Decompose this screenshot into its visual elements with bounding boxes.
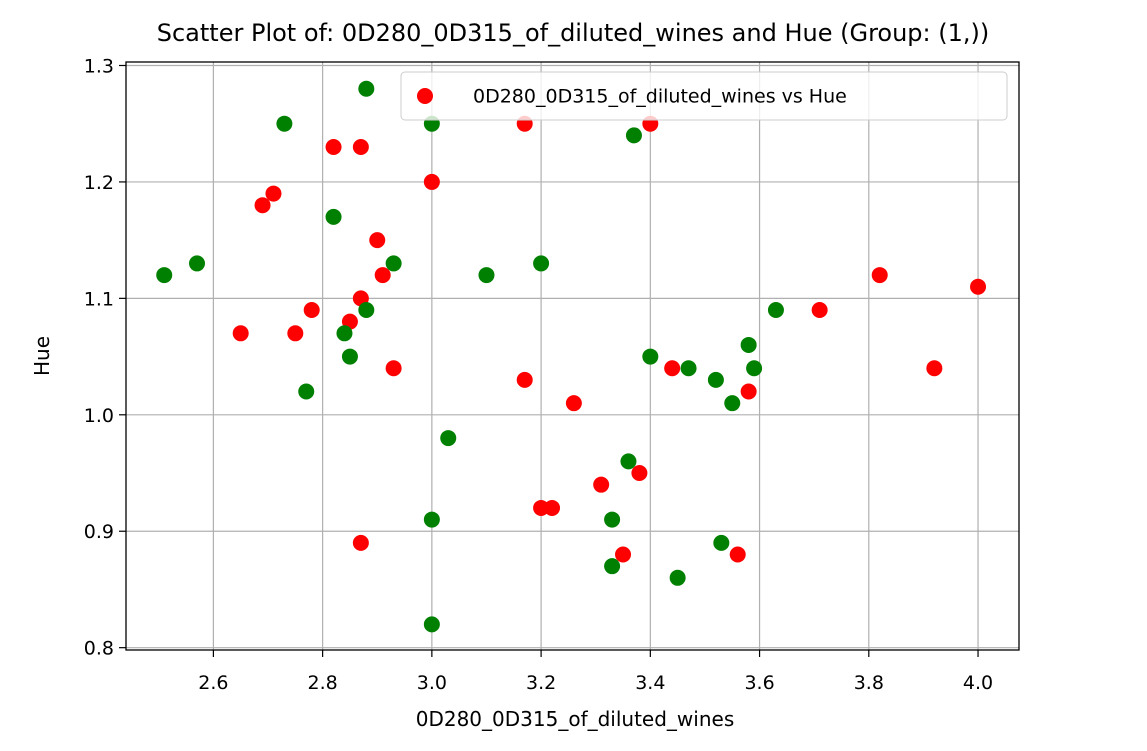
y-axis-label: Hue	[30, 336, 54, 376]
legend-box	[400, 71, 1008, 121]
data-point-green	[341, 348, 358, 365]
x-tick-label: 4.0	[963, 672, 993, 694]
data-point-green	[604, 558, 621, 575]
data-point-green	[385, 255, 402, 272]
y-tick-label: 1.2	[84, 172, 114, 194]
data-point-red	[811, 302, 828, 319]
grid-lines	[126, 62, 1019, 650]
y-tick-label: 1.0	[84, 405, 114, 427]
x-axis-label: 0D280_0D315_of_diluted_wines	[416, 707, 735, 731]
data-point-green	[707, 371, 724, 388]
data-point-red	[423, 173, 440, 190]
data-point-green	[533, 255, 550, 272]
data-point-red	[287, 325, 304, 342]
data-point-green	[767, 302, 784, 319]
data-point-red	[254, 197, 271, 214]
data-point-red	[265, 185, 282, 202]
data-point-green	[680, 360, 697, 377]
data-point-red	[374, 267, 391, 284]
data-point-red	[926, 360, 943, 377]
data-point-green	[423, 511, 440, 528]
data-point-green	[358, 302, 375, 319]
data-point-red	[631, 465, 648, 482]
data-point-green	[740, 336, 757, 353]
data-point-red	[593, 476, 610, 493]
plot-frame	[125, 61, 1020, 651]
data-point-green	[713, 534, 730, 551]
data-point-green	[724, 395, 741, 412]
data-point-red	[544, 499, 561, 516]
data-point-green	[298, 383, 315, 400]
data-point-red	[516, 371, 533, 388]
data-point-green	[423, 616, 440, 633]
y-tick-label: 0.9	[84, 521, 114, 543]
x-tick-label: 3.6	[744, 672, 774, 694]
data-point-green	[276, 115, 293, 132]
x-tick-label: 3.0	[417, 672, 447, 694]
data-point-green	[325, 208, 342, 225]
legend-entry: 0D280_0D315_of_diluted_wines vs Hue	[473, 86, 847, 108]
y-tick-label: 1.3	[84, 55, 114, 77]
legend: 0D280_0D315_of_diluted_wines vs Hue	[400, 71, 1008, 121]
data-point-red	[615, 546, 632, 563]
x-tick-label: 3.4	[635, 672, 665, 694]
data-point-red	[970, 278, 987, 295]
data-point-red	[303, 302, 320, 319]
data-point-green	[478, 267, 495, 284]
data-point-red	[352, 138, 369, 155]
x-tick-label: 2.8	[308, 672, 338, 694]
data-point-green	[189, 255, 206, 272]
data-point-red	[565, 395, 582, 412]
data-point-red	[232, 325, 249, 342]
axis-ticks: 2.6 2.8 3.0 3.2 3.4 3.6 3.8 4.0 0.8 0.9 1.0 1.1 1.2 1…	[84, 55, 993, 694]
chart-title: Scatter Plot of: 0D280_0D315_of_diluted_…	[157, 19, 990, 47]
data-points	[156, 80, 987, 633]
legend-marker	[417, 88, 433, 104]
data-point-green	[746, 360, 763, 377]
data-point-green	[642, 348, 659, 365]
data-point-red	[729, 546, 746, 563]
data-point-red	[325, 138, 342, 155]
data-point-green	[440, 430, 457, 447]
data-point-green	[604, 511, 621, 528]
data-point-green	[625, 127, 642, 144]
data-point-red	[664, 360, 681, 377]
x-tick-label: 3.2	[526, 672, 556, 694]
data-point-green	[336, 325, 353, 342]
data-point-green	[669, 569, 686, 586]
data-point-green	[620, 453, 637, 470]
y-tick-label: 1.1	[84, 288, 114, 310]
data-point-red	[385, 360, 402, 377]
data-point-red	[369, 232, 386, 249]
y-tick-label: 0.8	[84, 638, 114, 660]
data-point-red	[352, 534, 369, 551]
x-tick-label: 2.6	[198, 672, 228, 694]
data-point-green	[358, 80, 375, 97]
x-tick-label: 3.8	[854, 672, 884, 694]
data-point-green	[156, 267, 173, 284]
data-point-red	[740, 383, 757, 400]
data-point-red	[871, 267, 888, 284]
